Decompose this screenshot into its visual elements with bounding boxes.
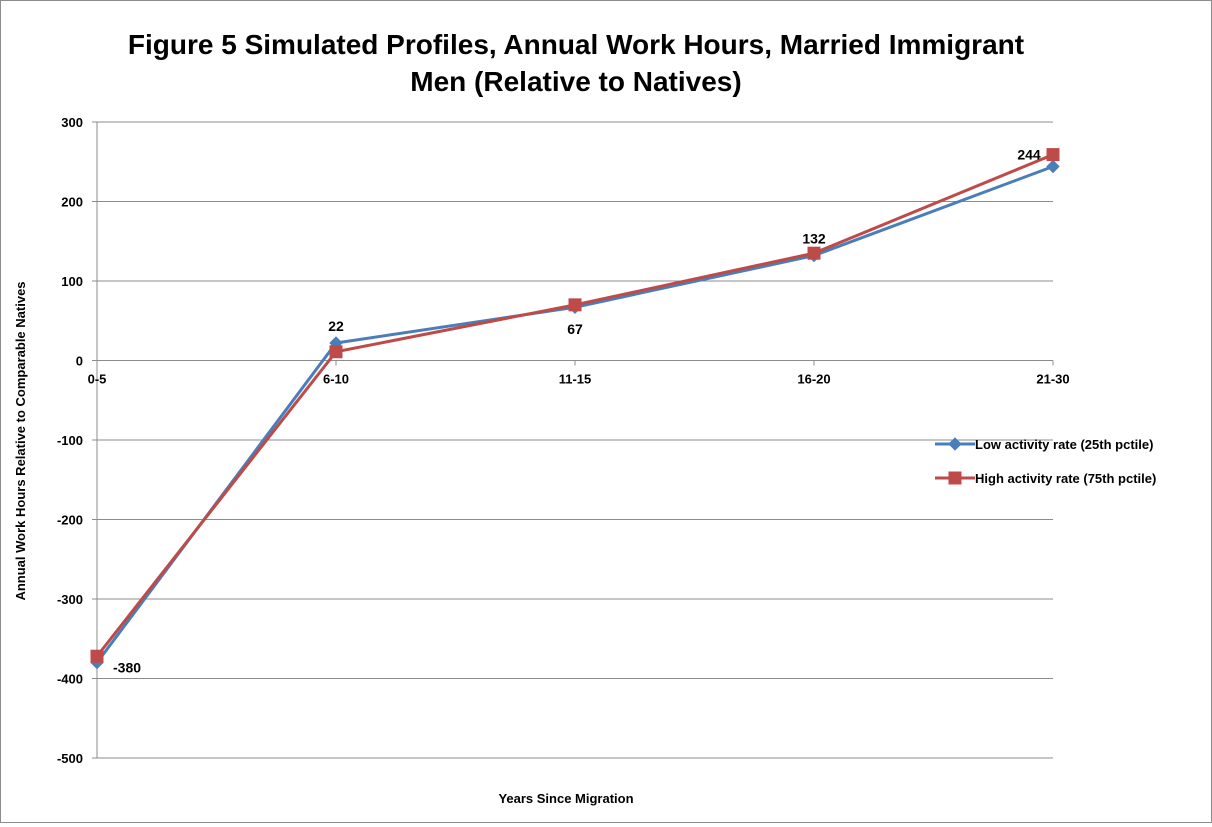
legend-entry: Low activity rate (25th pctile) [975, 437, 1153, 452]
legend-marker [948, 437, 962, 451]
data-point [1046, 159, 1060, 174]
x-tick-label: 11-15 [559, 372, 592, 387]
data-point [568, 298, 582, 312]
series-lines [90, 148, 1060, 670]
legend-entry: High activity rate (75th pctile) [975, 471, 1156, 486]
y-axis-label: Annual Work Hours Relative to Comparable… [13, 281, 28, 600]
data-point [90, 649, 104, 663]
y-tick-label: 300 [61, 115, 83, 130]
chart-title-line-1: Figure 5 Simulated Profiles, Annual Work… [128, 29, 1024, 60]
data-label: 244 [1017, 147, 1041, 163]
y-tick-label: -500 [57, 751, 83, 766]
x-tick-label: 21-30 [1036, 372, 1069, 387]
legend-marker [948, 471, 962, 485]
data-label: -380 [113, 660, 141, 676]
data-label: 132 [802, 231, 826, 247]
x-tick-label: 6-10 [323, 372, 349, 387]
y-tick-label: 200 [61, 195, 83, 210]
axes: 300 200 100 0 -100 -200 -300 -400 -500 0-5 6-10 11-… [57, 115, 1070, 766]
y-tick-label: 0 [76, 354, 83, 369]
legend: Low activity rate (25th pctile) High acti… [935, 437, 1156, 486]
data-label: 22 [328, 318, 344, 334]
data-point [807, 246, 821, 260]
data-point [329, 345, 343, 359]
y-tick-label: -400 [57, 672, 83, 687]
x-tick-label: 16-20 [797, 372, 830, 387]
data-labels: -380 22 67 132 244 [113, 147, 1041, 676]
y-tick-label: -300 [57, 592, 83, 607]
y-tick-label: -100 [57, 433, 83, 448]
y-tick-label: -200 [57, 513, 83, 528]
x-tick-label: 0-5 [88, 372, 107, 387]
data-point [1046, 148, 1060, 162]
gridlines [97, 121, 1053, 759]
series-line-0 [95, 165, 1054, 664]
y-tick-label: 100 [61, 274, 83, 289]
data-label: 67 [567, 321, 583, 337]
chart-title-line-2: Men (Relative to Natives) [410, 66, 741, 97]
x-axis-label: Years Since Migration [498, 791, 633, 806]
series-line-1 [95, 153, 1054, 658]
